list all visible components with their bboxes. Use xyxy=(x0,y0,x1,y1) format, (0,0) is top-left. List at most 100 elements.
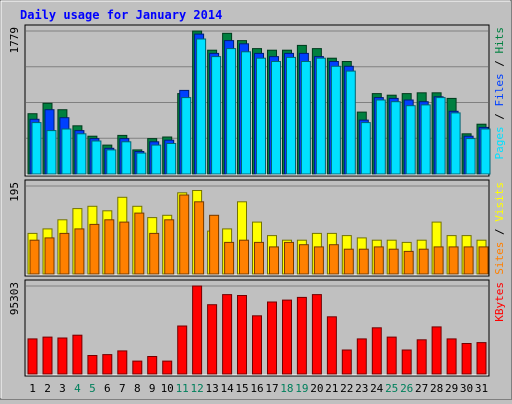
chart-title: Daily usage for January 2014 xyxy=(20,8,222,22)
bar-pages-day-3 xyxy=(61,128,72,175)
bar-kbytes-day-7 xyxy=(117,350,128,375)
x-tick-label-day-29: 29 xyxy=(445,382,458,395)
legend-visits-sites: Sites / Visits xyxy=(493,182,506,275)
x-tick-label-day-16: 16 xyxy=(250,382,263,395)
bar-sites-day-2 xyxy=(44,237,55,275)
bar-sites-day-9 xyxy=(149,232,160,275)
bar-pages-day-19 xyxy=(300,61,311,175)
panel-hits-files-pages: 1779 Pages / Files / Hits xyxy=(8,24,506,177)
bar-pages-day-28 xyxy=(435,97,446,175)
x-tick-label-day-3: 3 xyxy=(59,382,66,395)
bar-sites-day-22 xyxy=(343,248,354,275)
bar-pages-day-22 xyxy=(345,70,356,175)
x-tick-label-day-7: 7 xyxy=(119,382,126,395)
x-tick-label-day-19: 19 xyxy=(295,382,308,395)
bar-kbytes-day-12 xyxy=(192,285,203,375)
bar-pages-day-9 xyxy=(151,144,162,175)
bar-pages-day-23 xyxy=(360,122,371,175)
bar-sites-day-19 xyxy=(298,244,309,275)
bar-sites-day-30 xyxy=(463,246,474,275)
bar-pages-day-2 xyxy=(46,130,57,175)
legend-separator: / xyxy=(493,107,506,127)
bar-pages-day-13 xyxy=(211,56,222,175)
bar-pages-day-14 xyxy=(226,48,237,175)
x-tick-label-day-2: 2 xyxy=(44,382,51,395)
bar-sites-day-4 xyxy=(74,228,85,275)
bar-pages-day-10 xyxy=(166,143,177,175)
bar-kbytes-day-17 xyxy=(267,301,277,375)
bar-kbytes-day-3 xyxy=(57,337,68,375)
bar-sites-day-24 xyxy=(373,246,384,275)
bar-sites-day-16 xyxy=(254,241,264,275)
y-max-label: 195 xyxy=(8,182,21,202)
legend-entry: KBytes xyxy=(493,282,506,322)
bar-pages-day-7 xyxy=(121,141,132,175)
x-tick-label-day-15: 15 xyxy=(235,382,248,395)
bar-sites-day-31 xyxy=(478,246,489,275)
bar-kbytes-day-1 xyxy=(27,338,38,375)
x-tick-label-day-9: 9 xyxy=(149,382,156,395)
bar-sites-day-3 xyxy=(59,232,70,275)
legend-separator: / xyxy=(493,222,506,242)
bar-pages-day-15 xyxy=(241,51,251,175)
bar-kbytes-day-31 xyxy=(476,342,487,375)
x-tick-label-day-27: 27 xyxy=(415,382,428,395)
x-tick-label-day-11: 11 xyxy=(176,382,189,395)
panel-kbytes: 95303 KBytes xyxy=(8,279,506,377)
bar-kbytes-day-2 xyxy=(42,336,53,375)
y-max-label: 1779 xyxy=(8,27,21,54)
bar-sites-day-25 xyxy=(388,248,399,275)
legend-hits-files-pages: Pages / Files / Hits xyxy=(493,27,506,160)
bar-pages-day-27 xyxy=(420,104,431,175)
x-tick-label-day-8: 8 xyxy=(134,382,141,395)
bar-kbytes-day-14 xyxy=(222,294,233,375)
bar-kbytes-day-26 xyxy=(401,349,412,375)
bar-sites-day-14 xyxy=(224,241,235,275)
x-tick-label-day-12: 12 xyxy=(190,382,203,395)
x-tick-label-day-23: 23 xyxy=(355,382,368,395)
bar-pages-day-4 xyxy=(76,133,87,175)
bar-kbytes-day-24 xyxy=(371,327,382,375)
bar-sites-day-15 xyxy=(239,239,249,275)
x-tick-label-day-5: 5 xyxy=(89,382,96,395)
x-tick-label-day-28: 28 xyxy=(430,382,443,395)
bar-sites-day-12 xyxy=(194,201,205,275)
x-tick-label-day-1: 1 xyxy=(29,382,36,395)
x-tick-label-day-13: 13 xyxy=(205,382,218,395)
x-tick-label-day-21: 21 xyxy=(325,382,338,395)
bar-kbytes-day-15 xyxy=(237,295,247,375)
bar-pages-day-11 xyxy=(181,97,192,175)
x-tick-label-day-4: 4 xyxy=(74,382,81,395)
bar-pages-day-21 xyxy=(330,65,341,175)
x-tick-label-day-14: 14 xyxy=(220,382,234,395)
bar-pages-day-18 xyxy=(286,56,296,175)
bar-kbytes-day-4 xyxy=(72,334,83,375)
x-tick-label-day-31: 31 xyxy=(475,382,488,395)
bar-kbytes-day-28 xyxy=(431,326,442,375)
x-tick-label-day-24: 24 xyxy=(370,382,384,395)
panel-visits-sites: 195 Sites / Visits xyxy=(8,179,506,277)
bar-sites-day-5 xyxy=(89,223,100,275)
bar-kbytes-day-13 xyxy=(207,304,218,375)
bar-sites-day-11 xyxy=(179,194,190,275)
bar-pages-day-25 xyxy=(390,101,401,175)
legend-entry: Sites xyxy=(493,242,506,275)
legend-entry: Files xyxy=(493,73,506,106)
bar-sites-day-21 xyxy=(328,244,339,275)
legend-entry: Hits xyxy=(493,27,506,54)
bar-pages-day-24 xyxy=(375,99,386,175)
legend-entry: Visits xyxy=(493,182,506,222)
bar-kbytes-day-8 xyxy=(132,360,143,375)
bar-sites-day-20 xyxy=(313,246,324,275)
bar-kbytes-day-16 xyxy=(252,315,262,375)
y-max-label: 95303 xyxy=(8,282,21,315)
x-tick-label-day-10: 10 xyxy=(161,382,174,395)
legend-separator: / xyxy=(493,54,506,74)
bar-sites-day-10 xyxy=(164,219,175,275)
bar-pages-day-6 xyxy=(106,149,117,175)
bar-sites-day-8 xyxy=(134,212,145,275)
bar-kbytes-day-29 xyxy=(446,338,457,375)
bar-kbytes-day-5 xyxy=(87,355,98,375)
bar-pages-day-26 xyxy=(405,105,416,175)
bar-pages-day-31 xyxy=(480,128,491,175)
